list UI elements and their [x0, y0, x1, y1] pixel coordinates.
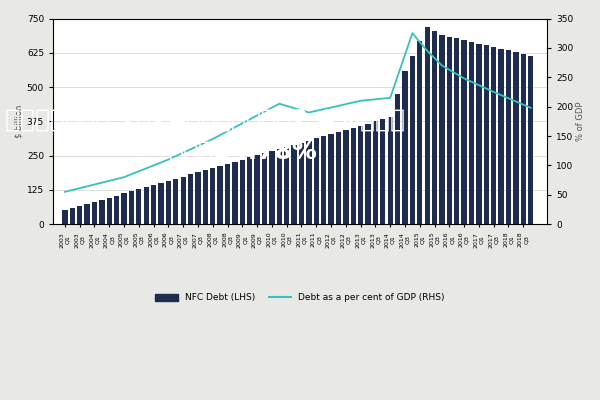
Bar [358, 126, 363, 224]
Bar [151, 185, 156, 224]
Bar [284, 147, 289, 224]
Bar [491, 47, 496, 224]
Y-axis label: $ billion: $ billion [15, 105, 24, 138]
Bar [232, 162, 238, 224]
Bar [388, 117, 393, 224]
Bar [403, 70, 407, 224]
Bar [461, 40, 467, 224]
Bar [299, 143, 304, 224]
Bar [521, 54, 526, 224]
Bar [321, 136, 326, 224]
Bar [454, 38, 460, 224]
Bar [121, 194, 127, 224]
Bar [476, 44, 482, 224]
Bar [166, 181, 171, 224]
Bar [136, 189, 142, 224]
Bar [506, 50, 511, 224]
Bar [395, 94, 400, 224]
Bar [343, 130, 349, 224]
Bar [196, 172, 200, 224]
Bar [380, 119, 385, 224]
Bar [173, 179, 178, 224]
Bar [365, 124, 371, 224]
Bar [373, 122, 378, 224]
Bar [417, 41, 422, 224]
Bar [484, 45, 489, 224]
Bar [203, 170, 208, 224]
Text: 溢价率64.78%: 溢价率64.78% [169, 140, 317, 164]
Bar [217, 166, 223, 224]
Bar [210, 168, 215, 224]
Bar [425, 27, 430, 224]
Bar [499, 49, 504, 224]
Y-axis label: % of GDP: % of GDP [576, 102, 585, 141]
Bar [528, 56, 533, 224]
Bar [85, 204, 90, 224]
Bar [92, 202, 97, 224]
Bar [225, 164, 230, 224]
Bar [188, 174, 193, 224]
Bar [336, 132, 341, 224]
Bar [143, 187, 149, 224]
Bar [254, 155, 260, 224]
Text: 如何配资能监管 7月24日富淼转债下跌2.4%，转股: 如何配资能监管 7月24日富淼转债下跌2.4%，转股 [5, 107, 406, 131]
Bar [262, 153, 267, 224]
Bar [114, 196, 119, 224]
Bar [277, 149, 282, 224]
Bar [328, 134, 334, 224]
Bar [70, 208, 75, 224]
Bar [469, 42, 474, 224]
Bar [439, 35, 445, 224]
Bar [410, 56, 415, 224]
Bar [181, 176, 186, 224]
Bar [350, 128, 356, 224]
Bar [239, 160, 245, 224]
Bar [306, 140, 311, 224]
Bar [62, 210, 68, 224]
Bar [77, 206, 82, 224]
Bar [269, 151, 275, 224]
Bar [158, 183, 164, 224]
Bar [432, 31, 437, 224]
Bar [247, 158, 253, 224]
Bar [99, 200, 104, 224]
Bar [129, 191, 134, 224]
Bar [314, 138, 319, 224]
Bar [513, 52, 518, 224]
Legend: NFC Debt (LHS), Debt as a per cent of GDP (RHS): NFC Debt (LHS), Debt as a per cent of GD… [151, 290, 449, 306]
Bar [107, 198, 112, 224]
Bar [292, 145, 297, 224]
Bar [446, 37, 452, 224]
